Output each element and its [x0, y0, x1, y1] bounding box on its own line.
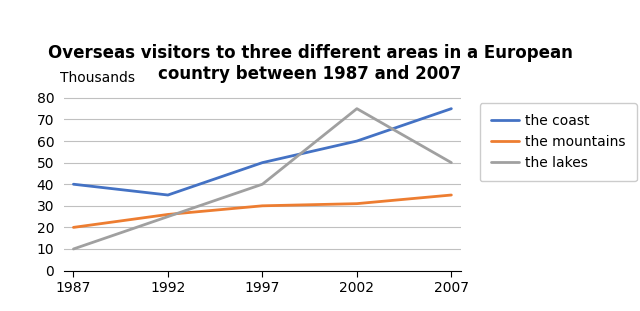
Line: the mountains: the mountains: [74, 195, 451, 227]
the coast: [447, 107, 455, 110]
the coast: [70, 182, 77, 186]
the coast: [164, 193, 172, 197]
the mountains: [353, 202, 361, 206]
the coast: [259, 161, 266, 165]
the mountains: [164, 213, 172, 216]
Legend: the coast, the mountains, the lakes: the coast, the mountains, the lakes: [479, 103, 637, 181]
the mountains: [447, 193, 455, 197]
the lakes: [353, 107, 361, 110]
Title: Overseas visitors to three different areas in a European
country between 1987 an: Overseas visitors to three different are…: [47, 44, 572, 83]
the lakes: [447, 161, 455, 165]
the mountains: [70, 225, 77, 229]
Line: the lakes: the lakes: [74, 109, 451, 249]
the lakes: [164, 215, 172, 218]
the coast: [353, 139, 361, 143]
the lakes: [70, 247, 77, 251]
Text: Thousands: Thousands: [60, 71, 135, 85]
Line: the coast: the coast: [74, 109, 451, 195]
the lakes: [259, 182, 266, 186]
the mountains: [259, 204, 266, 208]
